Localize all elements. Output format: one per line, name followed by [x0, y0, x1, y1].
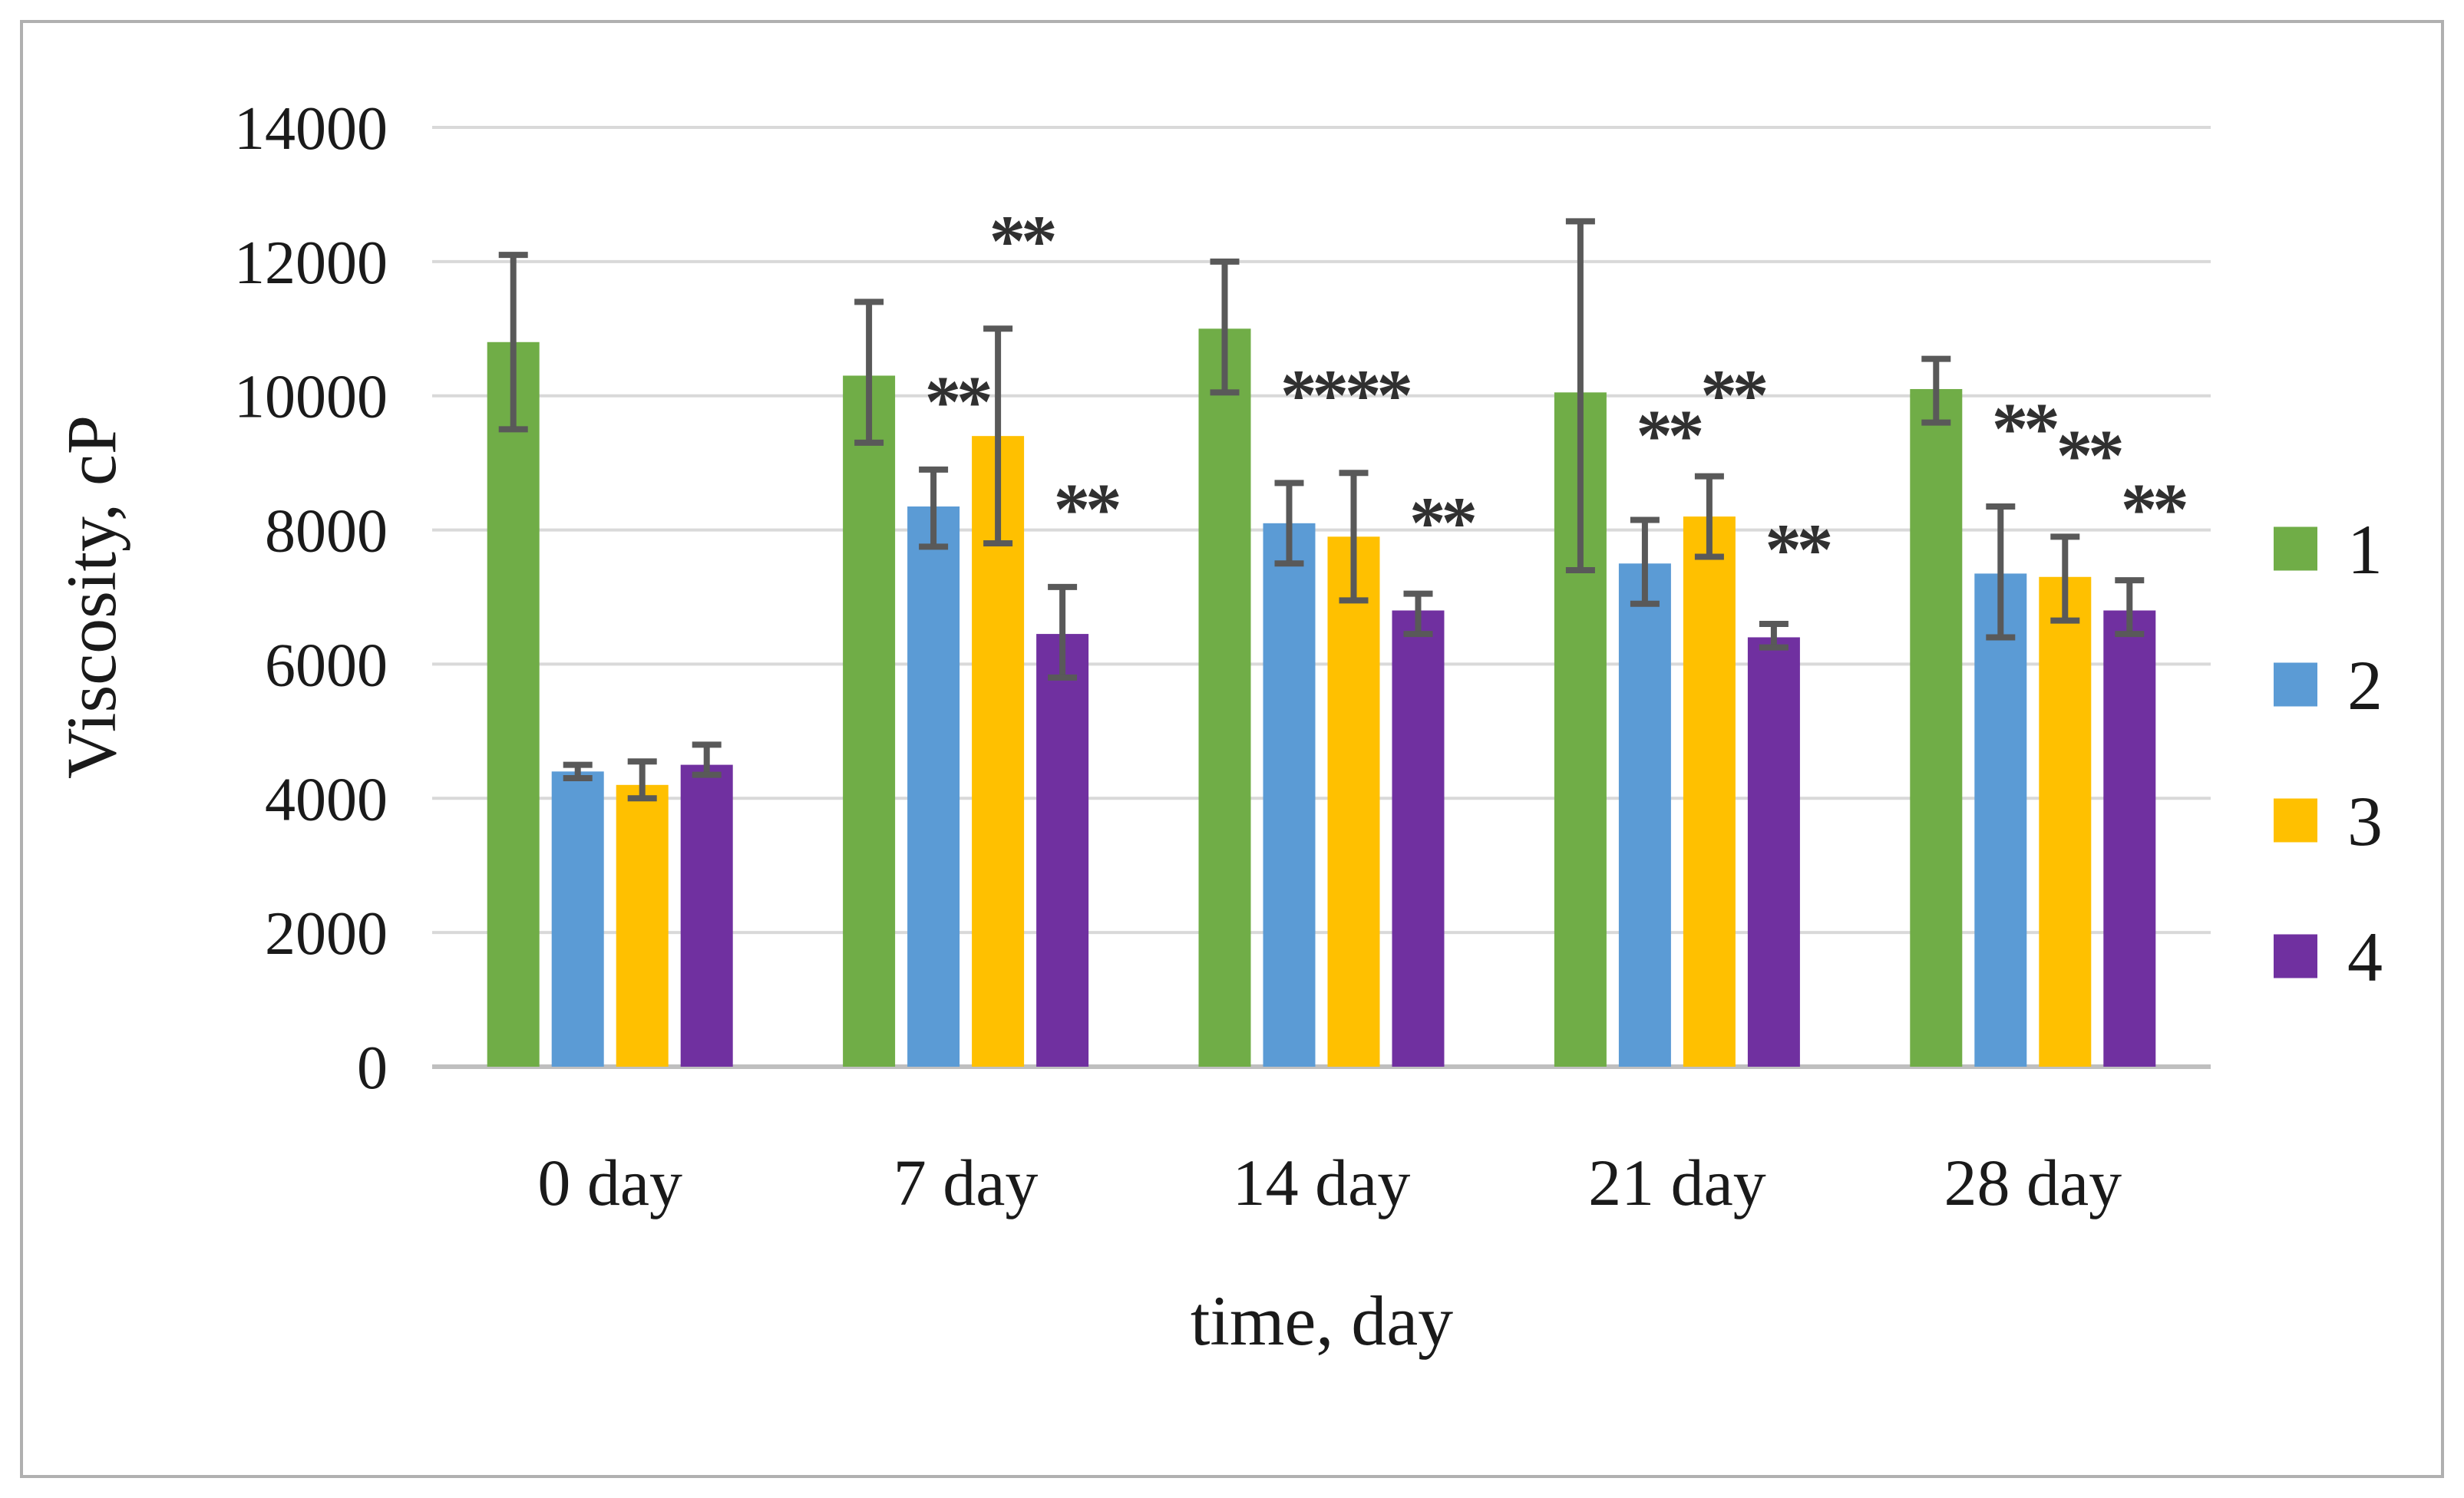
category-label: 7 day: [893, 1146, 1039, 1219]
significance-marker: **: [989, 200, 1055, 282]
bar-series1-28-day: [1910, 388, 1963, 1067]
significance-marker: **: [2121, 469, 2187, 550]
x-axis-title: time, day: [1191, 1282, 1453, 1360]
figure-border: [20, 20, 2444, 1478]
legend-swatch-1: [2274, 526, 2317, 571]
bar-series4-28-day: [2103, 610, 2156, 1067]
significance-marker: **: [1765, 509, 1831, 590]
legend-label: 2: [2347, 646, 2383, 724]
bar-series4-14-day: [1392, 610, 1445, 1067]
y-tick-label: 2000: [265, 900, 388, 968]
bar-series2-28-day: [1974, 573, 2027, 1067]
bar-series3-0-day: [616, 784, 669, 1067]
y-tick-label: 10000: [234, 364, 388, 431]
category-labels: 0 day 7 day 14 day 21 day 28 day: [537, 1146, 2122, 1219]
y-tick-label: 12000: [234, 229, 388, 297]
legend: 1 2 3 4: [2274, 510, 2383, 996]
bar-series4-7-day: [1036, 634, 1089, 1067]
error-bars: [498, 218, 2145, 802]
significance-marker: **: [1992, 388, 2058, 470]
category-label: 0 day: [537, 1146, 682, 1219]
y-tick-label: 4000: [265, 766, 388, 833]
y-axis-title: Viscosity, cP: [52, 415, 130, 779]
legend-label: 4: [2347, 918, 2383, 996]
significance-marker: **: [1280, 355, 1346, 436]
y-tick-label: 14000: [234, 95, 388, 163]
bar-series: [487, 328, 2156, 1067]
significance-marker: **: [1345, 355, 1411, 436]
bar-series1-14-day: [1198, 328, 1251, 1067]
legend-swatch-4: [2274, 934, 2317, 978]
category-label: 14 day: [1233, 1146, 1411, 1219]
category-label: 21 day: [1588, 1146, 1766, 1219]
bar-series2-14-day: [1263, 523, 1316, 1067]
significance-marker: **: [2056, 415, 2122, 497]
bar-series3-21-day: [1683, 516, 1736, 1067]
significance-marker: **: [1636, 394, 1702, 476]
bar-series1-0-day: [487, 342, 540, 1067]
bar-series1-7-day: [843, 375, 896, 1067]
bar-series3-14-day: [1327, 536, 1380, 1067]
significance-marker: **: [1700, 355, 1766, 436]
y-tick-label: 6000: [265, 632, 388, 699]
legend-label: 3: [2347, 782, 2383, 860]
bar-series4-0-day: [680, 764, 733, 1067]
significance-marker: **: [1054, 469, 1120, 550]
legend-swatch-2: [2274, 662, 2317, 707]
legend-swatch-3: [2274, 798, 2317, 843]
y-tick-label: 8000: [265, 498, 388, 566]
significance-annotations: ******** ****** ****** ****: [925, 200, 2192, 590]
category-label: 28 day: [1944, 1146, 2122, 1219]
significance-marker: **: [1409, 482, 1475, 563]
bar-series4-21-day: [1747, 637, 1800, 1067]
y-tick-labels: 0 2000 4000 6000 8000 10000 12000 14000: [234, 95, 388, 1102]
y-tick-label: 0: [357, 1034, 388, 1102]
bar-series2-0-day: [551, 771, 604, 1067]
bar-series3-28-day: [2039, 576, 2092, 1067]
bar-series2-7-day: [907, 506, 960, 1067]
legend-label: 1: [2347, 510, 2383, 589]
significance-marker: **: [925, 361, 991, 443]
bar-series2-21-day: [1618, 563, 1671, 1067]
